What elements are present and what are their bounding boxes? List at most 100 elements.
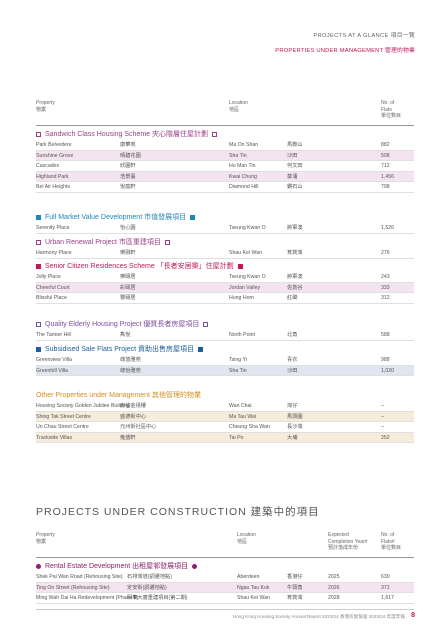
property-name: Jolly Place	[36, 274, 61, 280]
location: Wan Chai	[229, 403, 252, 409]
section-sandwich: Sandwich Class Housing Scheme 夾心階層住屋計劃 Pa…	[36, 128, 414, 193]
table-row: Serenity Place 怡心園 Tseung Kwan O 將軍澳 1,526	[36, 223, 414, 234]
property-name: Greenview Villa	[36, 357, 72, 363]
col-flats: No. of Flats 單位數目	[381, 100, 401, 120]
property-name: Serenity Place	[36, 225, 70, 231]
property-name-zh: 彩頤居	[120, 284, 136, 291]
table-row: Housing Society Golden Jubilee Building 房…	[36, 401, 414, 412]
table-row: Blissful Place 豐頤居 Hung Hom 紅磡 312	[36, 293, 414, 304]
property-name-zh: 綠悠雅苑	[120, 357, 141, 363]
table-row: Bel Air Heights 悅庭軒 Diamond Hill 鑽石山 798	[36, 182, 414, 193]
location: Tseung Kwan O	[229, 274, 266, 280]
section-title-subsidised: Subsidised Sale Flats Project 資助出售房屋項目	[36, 343, 414, 355]
table-row: Trackside Villas 雍盛軒 Tai Po 大埔 252	[36, 432, 414, 443]
property-name: Park Belvedere	[36, 142, 72, 148]
property-name: Harmony Place	[36, 250, 72, 256]
property-name: Greenhill Villa	[36, 367, 68, 374]
section-title-senior: Senior Citizen Residences Scheme 「長者安居樂」…	[36, 260, 414, 272]
property-name: Sunshine Grove	[36, 152, 74, 159]
table-row: Park Belvedere 康華苑 Ma On Shan 馬鞍山 882	[36, 140, 414, 151]
col-property: Property 物業	[36, 100, 55, 113]
section-title-text: Other Properties under Management 其他管理的物…	[36, 392, 201, 399]
location-zh: 大埔	[287, 434, 298, 441]
table-row: Greenhill Villa 綠怡雅苑 Sha Tin 沙田 1,020	[36, 365, 414, 376]
flat-count: 312	[381, 295, 390, 301]
location-zh: 馬頭圍	[287, 413, 303, 420]
table-row: Shek Pai Wan Road (Rehousing Site) 石排灣道(調…	[36, 572, 414, 583]
flat-count: 1,526	[381, 225, 394, 231]
property-name-zh: 雍盛軒	[120, 434, 136, 441]
completion-year: 2028	[328, 595, 340, 601]
table-row: The Tanner Hill 雋悅 North Point 北角 588	[36, 330, 414, 341]
col-property-en: Property	[36, 100, 55, 106]
property-name-zh: 雋悅	[120, 332, 131, 338]
property-name: Trackside Villas	[36, 434, 73, 441]
location: Sha Tin	[229, 367, 247, 374]
property-name-zh: 樂融軒	[120, 250, 136, 256]
location: Ma On Shan	[229, 142, 259, 148]
flat-count: 882	[381, 142, 390, 148]
flat-count: 1,456	[381, 173, 394, 180]
flat-count: 276	[381, 250, 390, 256]
location-zh: 牛頭角	[287, 584, 303, 591]
location-zh: 將軍澳	[287, 274, 303, 280]
property-name-zh: 悅庭軒	[120, 184, 136, 190]
table-row: Ming Wah Dai Ha Redevelopment (Phase II)…	[36, 593, 414, 604]
col-property-zh: 物業	[36, 106, 47, 113]
property-name-zh: 定安街(調遷地點)	[127, 584, 167, 591]
section-title-text: Rental Estate Development 出租屋邨發展項目	[45, 563, 189, 570]
hollow-square-icon	[36, 321, 41, 327]
property-name-zh: 欣圖軒	[120, 163, 136, 169]
table-row: Ting On Street (Rehousing Site) 定安街(調遷地點)…	[36, 582, 414, 593]
section-title-text: Urban Renewal Project 市區重建項目	[45, 239, 161, 246]
section-title-text: Senior Citizen Residences Scheme 「長者安居樂」…	[45, 263, 234, 270]
flat-count: 798	[381, 184, 390, 190]
property-name: Highland Park	[36, 173, 69, 180]
flat-count: 508	[381, 152, 390, 159]
col-location-en: Location	[229, 100, 248, 106]
location-zh: 沙田	[287, 367, 298, 374]
col-flats-en2: Flats	[381, 106, 392, 113]
footer-divider	[36, 609, 414, 610]
flat-count: 712	[381, 163, 390, 169]
location-zh: 馬鞍山	[287, 142, 303, 148]
location-zh: 紅磡	[287, 295, 298, 301]
table-row: Un Chau Street Centre 元州街社區中心 Cheung Sha W…	[36, 422, 414, 433]
col-location-zh: 地區	[237, 538, 248, 545]
property-name-zh: 怡心園	[120, 225, 136, 231]
completion-year: 2025	[328, 574, 340, 580]
flat-count: 371	[381, 584, 390, 591]
col-expected-zh: 預計落成年份	[328, 545, 359, 551]
section-subsidised: Subsidised Sale Flats Project 資助出售房屋項目 Gr…	[36, 343, 414, 376]
section-fullmarket: Full Market Value Development 市值發展項目 Sere…	[36, 211, 414, 234]
location: Ngau Tau Kok	[237, 584, 270, 591]
col-location-zh: 地區	[229, 106, 240, 113]
col-flats-zh: 單位數目	[381, 113, 402, 119]
property-name: Ting On Street (Rehousing Site)	[36, 584, 110, 591]
section-title-text: Full Market Value Development 市值發展項目	[45, 214, 187, 221]
col-flats-en: No. of	[381, 532, 395, 538]
table-row: Jolly Place 樂頤居 Tseung Kwan O 將軍澳 243	[36, 272, 414, 283]
table-row: Cheerful Court 彩頤居 Jordan Valley 佐敦谷 333	[36, 282, 414, 293]
location: Hung Hom	[229, 295, 254, 301]
location: Shau Kei Wan	[237, 595, 270, 601]
location: Ma Tau Wai	[229, 413, 257, 420]
section-title-fullmarket: Full Market Value Development 市值發展項目	[36, 211, 414, 223]
location-zh: 沙田	[287, 152, 298, 159]
section-label: PROJECTS AT A GLANCE 項目一覽	[313, 33, 415, 39]
property-name-zh: 綠怡雅苑	[120, 367, 141, 374]
location: Ho Man Tin	[229, 163, 256, 169]
col-location: Location 地區	[237, 532, 256, 545]
flat-count: 333	[381, 284, 390, 291]
property-name-zh: 石排灣道(調遷地點)	[127, 574, 172, 580]
square-bullet-icon	[190, 214, 196, 220]
location: Jordan Valley	[229, 284, 261, 291]
flat-count: 1,617	[381, 595, 394, 601]
location-zh: 長沙灣	[287, 424, 303, 430]
property-name: Ming Wah Dai Ha Redevelopment (Phase II)	[36, 595, 139, 601]
location: Shau Kei Wan	[229, 250, 262, 256]
property-name-zh: 元州街社區中心	[120, 424, 157, 430]
section-title-text: Sandwich Class Housing Scheme 夾心階層住屋計劃	[45, 131, 208, 138]
flat-count: –	[381, 413, 384, 420]
hollow-square-icon	[36, 239, 41, 245]
